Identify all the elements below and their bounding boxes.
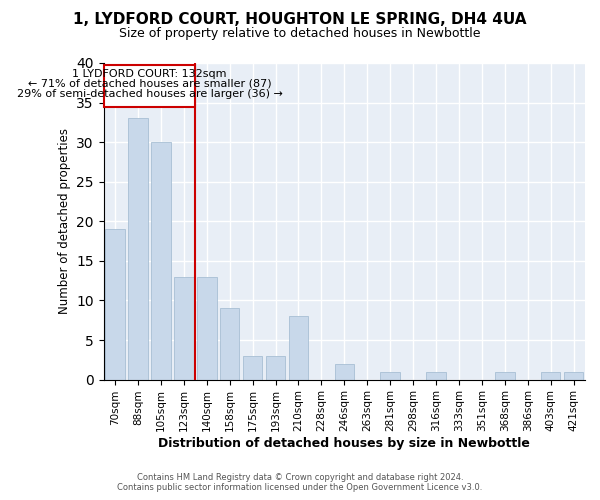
- Bar: [289, 316, 308, 380]
- Bar: [243, 356, 262, 380]
- Text: Size of property relative to detached houses in Newbottle: Size of property relative to detached ho…: [119, 28, 481, 40]
- Bar: [104, 64, 196, 106]
- X-axis label: Distribution of detached houses by size in Newbottle: Distribution of detached houses by size …: [158, 437, 530, 450]
- Text: ← 71% of detached houses are smaller (87): ← 71% of detached houses are smaller (87…: [28, 79, 271, 89]
- Bar: [564, 372, 583, 380]
- Bar: [197, 276, 217, 380]
- Bar: [335, 364, 354, 380]
- Text: Contains HM Land Registry data © Crown copyright and database right 2024.
Contai: Contains HM Land Registry data © Crown c…: [118, 473, 482, 492]
- Bar: [266, 356, 286, 380]
- Bar: [128, 118, 148, 380]
- Text: 29% of semi-detached houses are larger (36) →: 29% of semi-detached houses are larger (…: [17, 89, 283, 99]
- Bar: [174, 276, 194, 380]
- Text: 1, LYDFORD COURT, HOUGHTON LE SPRING, DH4 4UA: 1, LYDFORD COURT, HOUGHTON LE SPRING, DH…: [73, 12, 527, 28]
- Text: 1 LYDFORD COURT: 132sqm: 1 LYDFORD COURT: 132sqm: [72, 68, 227, 78]
- Bar: [426, 372, 446, 380]
- Y-axis label: Number of detached properties: Number of detached properties: [58, 128, 71, 314]
- Bar: [541, 372, 560, 380]
- Bar: [106, 229, 125, 380]
- Bar: [380, 372, 400, 380]
- Bar: [220, 308, 239, 380]
- Bar: [495, 372, 515, 380]
- Bar: [151, 142, 170, 380]
